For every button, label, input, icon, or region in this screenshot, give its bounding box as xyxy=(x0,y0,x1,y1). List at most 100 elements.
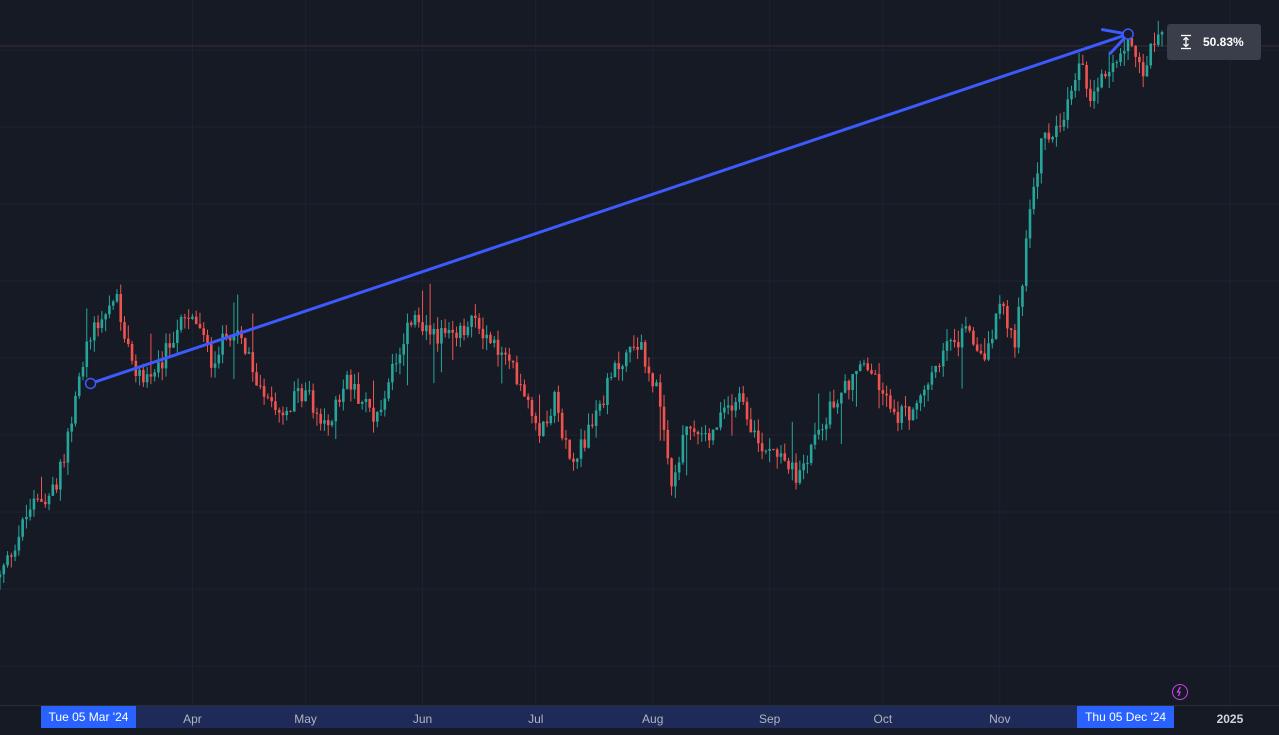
candle xyxy=(779,445,783,464)
candle-body xyxy=(655,382,658,387)
candle-body xyxy=(775,449,779,457)
candle-body xyxy=(915,403,919,410)
candle-body xyxy=(43,501,47,505)
candle-body xyxy=(824,424,828,430)
candle xyxy=(164,333,168,377)
chart-area[interactable] xyxy=(0,0,1279,705)
candle-body xyxy=(308,390,311,392)
candle xyxy=(753,420,756,438)
candle-body xyxy=(889,395,892,409)
candle xyxy=(568,439,572,461)
candle-body xyxy=(326,420,330,426)
candle-body xyxy=(1021,285,1024,307)
candle-body xyxy=(202,328,206,335)
candle-body xyxy=(149,374,153,377)
candle-body xyxy=(787,460,790,470)
candle-body xyxy=(55,484,58,490)
candle-body xyxy=(10,555,13,557)
measure-end-handle xyxy=(1122,28,1134,40)
candle-body xyxy=(1028,209,1032,239)
measure-arrow-line xyxy=(89,32,1130,385)
candle-body xyxy=(455,332,458,338)
candlestick-chart[interactable] xyxy=(0,0,1279,705)
candle-body xyxy=(1134,45,1137,57)
candle-body xyxy=(741,393,745,402)
candle xyxy=(862,359,866,367)
candle xyxy=(489,331,492,345)
candle-body xyxy=(640,342,643,350)
candle xyxy=(191,313,194,320)
candle-body xyxy=(47,495,51,505)
candle-body xyxy=(62,461,66,463)
candle xyxy=(187,309,190,330)
candle-body xyxy=(311,390,315,413)
candle xyxy=(206,329,209,352)
candle-body xyxy=(904,406,907,408)
candle xyxy=(398,347,402,375)
candle xyxy=(1138,52,1141,74)
candle-body xyxy=(874,373,877,375)
candle xyxy=(889,389,892,413)
candle-body xyxy=(994,313,998,339)
candle xyxy=(36,493,40,502)
candle xyxy=(843,374,847,394)
candle xyxy=(768,438,771,463)
candle-body xyxy=(1138,56,1141,63)
candle-body xyxy=(330,421,334,426)
candle xyxy=(847,379,851,400)
candle xyxy=(443,319,447,338)
candle-body xyxy=(651,373,655,387)
candle xyxy=(458,322,462,348)
candle-body xyxy=(1002,303,1005,307)
candle-body xyxy=(508,354,511,361)
candle-body xyxy=(474,315,477,319)
candle xyxy=(874,369,877,375)
candle-body xyxy=(262,385,266,397)
candle-body xyxy=(934,365,937,373)
candle xyxy=(957,330,960,357)
candle xyxy=(572,452,575,471)
candle-body xyxy=(496,339,500,355)
candle xyxy=(304,382,307,402)
candle xyxy=(941,342,945,377)
candle-body xyxy=(206,334,209,345)
candle-body xyxy=(1066,99,1070,120)
candle xyxy=(794,453,798,490)
candle-body xyxy=(338,399,341,402)
candle xyxy=(315,407,319,426)
candle xyxy=(462,318,466,341)
time-axis-label: Oct xyxy=(873,712,893,726)
candle xyxy=(236,294,239,344)
candle xyxy=(877,363,881,409)
candle xyxy=(481,317,485,350)
candle xyxy=(749,407,753,433)
candle xyxy=(21,517,24,541)
candle xyxy=(1066,87,1070,129)
candle-body xyxy=(1062,119,1066,127)
candle-body xyxy=(17,536,21,551)
candle xyxy=(1032,177,1036,215)
candle xyxy=(919,393,922,411)
candle xyxy=(704,424,707,442)
candle-body xyxy=(779,453,783,457)
measure-start-handle xyxy=(84,377,97,390)
candle xyxy=(194,310,198,325)
candle-body xyxy=(6,555,9,566)
candle xyxy=(270,386,273,408)
candle xyxy=(1002,301,1005,315)
candle xyxy=(334,395,338,439)
candle xyxy=(557,385,560,422)
lightning-icon[interactable] xyxy=(1172,684,1188,700)
candle xyxy=(760,432,764,460)
candle-body xyxy=(1047,132,1051,140)
candle xyxy=(1009,327,1013,339)
candle xyxy=(217,346,221,369)
candle-body xyxy=(987,343,990,360)
candle xyxy=(183,313,187,329)
candle xyxy=(1058,113,1062,133)
candle xyxy=(402,333,405,366)
candle xyxy=(55,478,58,494)
candle xyxy=(364,392,368,413)
candle xyxy=(1107,51,1111,89)
candle-body xyxy=(470,315,473,327)
